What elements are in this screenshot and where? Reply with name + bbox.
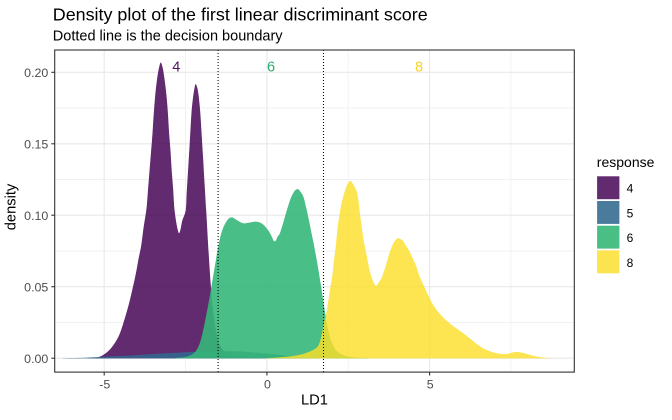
svg-text:0.10: 0.10 [24,209,48,223]
svg-text:4: 4 [627,182,634,196]
svg-text:response: response [597,154,655,170]
svg-text:Dotted line is the decision bo: Dotted line is the decision boundary [53,29,283,45]
svg-text:5: 5 [427,377,434,391]
svg-text:-5: -5 [99,377,110,391]
svg-text:LD1: LD1 [301,393,328,409]
svg-text:0.05: 0.05 [24,280,48,294]
svg-text:0.15: 0.15 [24,138,48,152]
svg-text:6: 6 [267,59,275,75]
svg-text:0.00: 0.00 [24,352,48,366]
svg-text:0: 0 [264,377,271,391]
svg-text:5: 5 [627,206,634,220]
svg-text:8: 8 [627,256,634,270]
svg-text:6: 6 [627,231,634,245]
svg-text:Density plot of the first line: Density plot of the first linear discrim… [53,5,428,25]
svg-text:4: 4 [172,59,180,75]
svg-text:8: 8 [415,59,423,75]
svg-text:density: density [4,183,20,230]
svg-text:0.20: 0.20 [24,66,48,80]
